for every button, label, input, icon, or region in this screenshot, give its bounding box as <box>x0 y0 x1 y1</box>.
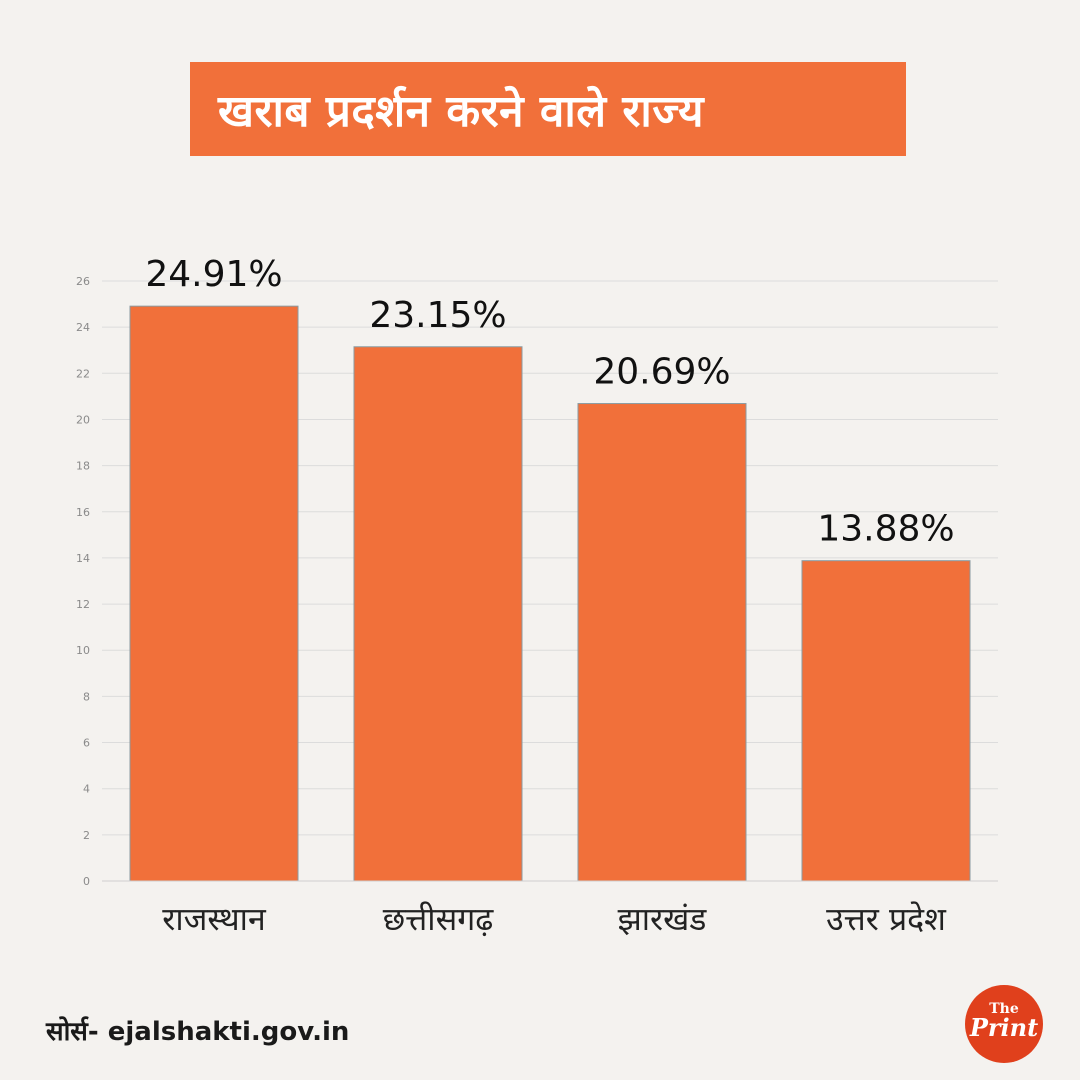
logo-line-1: The <box>989 1001 1019 1017</box>
y-tick-label: 6 <box>83 737 90 750</box>
data-label: 23.15% <box>369 295 506 336</box>
category-label: झारखंड <box>618 900 708 938</box>
bar <box>129 305 299 882</box>
data-label: 13.88% <box>817 509 954 550</box>
logo-line-2: Print <box>969 1013 1039 1042</box>
y-tick-label: 8 <box>83 690 90 703</box>
data-label: 24.91% <box>145 254 282 295</box>
y-tick-label: 26 <box>76 275 90 288</box>
data-label: 20.69% <box>593 352 730 393</box>
y-tick-label: 10 <box>76 644 90 657</box>
y-tick-label: 20 <box>76 413 90 426</box>
y-tick-label: 16 <box>76 506 90 519</box>
y-tick-label: 18 <box>76 460 90 473</box>
y-tick-label: 14 <box>76 552 90 565</box>
category-label: राजस्थान <box>162 900 267 938</box>
y-tick-label: 2 <box>83 829 90 842</box>
bar <box>353 346 523 882</box>
y-tick-label: 22 <box>76 367 90 380</box>
bar <box>801 560 971 882</box>
chart-title: खराब प्रदर्शन करने वाले राज्य <box>218 86 705 137</box>
title-banner: खराब प्रदर्शन करने वाले राज्य <box>190 62 906 156</box>
y-tick-label: 24 <box>76 321 90 334</box>
theprint-logo: The Print <box>965 985 1043 1063</box>
category-label: उत्तर प्रदेश <box>826 900 947 938</box>
bar <box>577 403 747 882</box>
y-tick-label: 0 <box>83 875 90 888</box>
category-label: छत्तीसगढ़ <box>383 900 494 938</box>
source-text: सोर्स- ejalshakti.gov.in <box>46 1017 350 1047</box>
y-tick-label: 12 <box>76 598 90 611</box>
y-tick-label: 4 <box>83 783 90 796</box>
